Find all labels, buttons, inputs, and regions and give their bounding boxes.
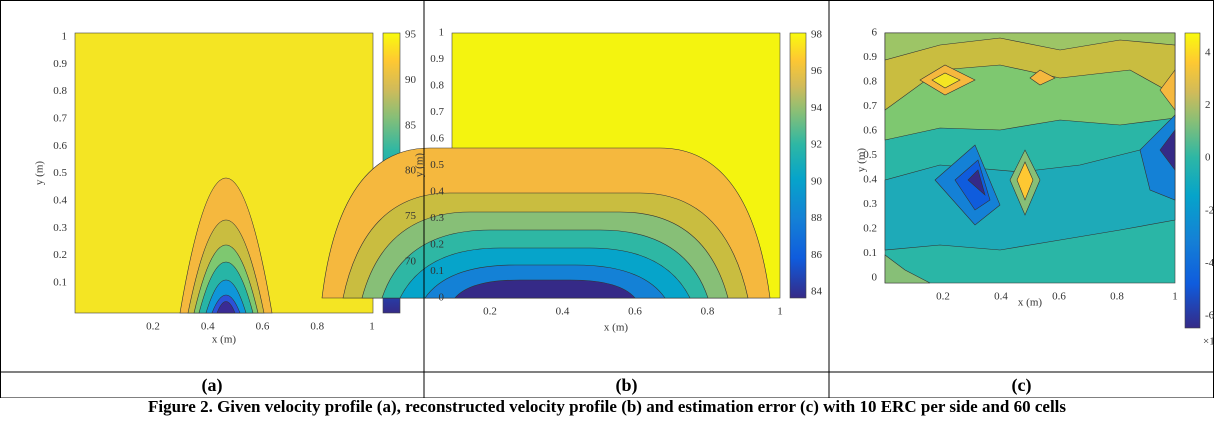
colorbar-tick-label: 2 — [1205, 99, 1211, 111]
x-tick-label: 0.8 — [701, 306, 715, 318]
x-tick-label: 1 — [1172, 291, 1178, 303]
colorbar-tick-label: 80 — [405, 165, 417, 177]
y-tick-label: 0 — [872, 272, 878, 284]
y-tick-label: 0.6 — [53, 140, 67, 152]
y-tick-label: 0.5 — [53, 167, 67, 179]
y-tick-label: 0.1 — [863, 247, 877, 259]
y-tick-label: 0.9 — [430, 53, 444, 65]
x-tick-label: 0.8 — [310, 321, 324, 333]
y-tick-label: 0.1 — [430, 265, 444, 277]
panel-label: (a) — [201, 375, 223, 395]
x-tick-label: 1 — [369, 321, 375, 333]
y-tick-label: 0.6 — [863, 125, 877, 137]
y-tick-label: 0.5 — [430, 159, 444, 171]
y-tick-label: 0.7 — [53, 113, 67, 125]
caption: Figure 2. Given velocity profile (a), re… — [147, 397, 1067, 416]
y-tick-label: 0.8 — [863, 76, 877, 88]
colorbar-tick-label: 85 — [405, 119, 417, 131]
x-tick-label: 0.2 — [936, 291, 950, 303]
y-tick-label: 0.2 — [863, 223, 877, 235]
colorbar-tick-label: 90 — [811, 175, 823, 187]
colorbar-tick-label: -4 — [1205, 257, 1214, 269]
y-tick-label: 0.3 — [53, 222, 67, 234]
x-tick-label: 0.6 — [628, 306, 642, 318]
colorbar-tick-label: 98 — [811, 29, 823, 41]
y-tick-label: 0.4 — [863, 174, 877, 186]
figure-panels: 0.2 0.4 0.6 0.8 1 0.1 0.2 0.3 0.4 0.5 0.6 0.7 0.8 0.9… — [0, 0, 1214, 398]
y-axis-label: y (m) — [414, 153, 426, 177]
colorbar-tick-label: 86 — [811, 249, 823, 261]
colorbar — [789, 32, 807, 299]
x-tick-label: 0.8 — [1110, 291, 1124, 303]
panel-label: (b) — [615, 375, 638, 395]
x-tick-label: 0.4 — [556, 306, 570, 318]
colorbar-tick-label: 88 — [811, 212, 823, 224]
colorbar-tick-label: 84 — [811, 286, 823, 298]
colorbar-tick-label: 94 — [811, 102, 823, 114]
y-tick-label: 1 — [62, 31, 68, 43]
y-tick-label: 0.2 — [53, 249, 67, 261]
y-tick-label: 0.5 — [863, 149, 877, 161]
colorbar-tick-label: -6 — [1205, 310, 1214, 322]
y-tick-label: 0.3 — [863, 198, 877, 210]
colorbar-tick-label: 4 — [1205, 47, 1211, 59]
y-axis-label: y (m) — [34, 161, 46, 185]
colorbar-tick-label: 96 — [811, 65, 823, 77]
colorbar-tick-label: -2 — [1205, 204, 1214, 216]
colorbar-tick-label: 90 — [405, 74, 417, 86]
y-tick-label: 0.7 — [863, 100, 877, 112]
x-tick-label: 0.2 — [146, 321, 160, 333]
y-tick-label: 0.7 — [430, 106, 444, 118]
y-tick-label: 0.6 — [430, 133, 444, 145]
contours — [321, 147, 771, 299]
x-tick-label: 0.4 — [994, 291, 1008, 303]
y-tick-label: 0.8 — [53, 85, 67, 97]
y-tick-label: 0.9 — [863, 51, 877, 63]
x-tick-label: 1 — [777, 306, 783, 318]
colorbar — [1184, 32, 1201, 329]
colorbar-tick-label: 75 — [405, 210, 417, 222]
y-tick-label: 0.3 — [430, 212, 444, 224]
panel-label: (c) — [1011, 375, 1032, 395]
y-tick-label: 0.4 — [53, 195, 67, 207]
x-tick-label: 0.6 — [1052, 291, 1066, 303]
contours — [179, 177, 273, 314]
x-axis-label: x (m) — [604, 322, 628, 334]
y-tick-label: 0 — [439, 292, 445, 304]
x-axis-label: x (m) — [1018, 297, 1042, 309]
colorbar-tick-label: 70 — [405, 256, 417, 268]
colorbar-tick-label: 95 — [405, 29, 417, 41]
x-tick-label: 0.4 — [201, 321, 215, 333]
y-axis-label: y (m) — [856, 148, 868, 172]
colorbar-tick-label: 0 — [1205, 152, 1211, 164]
y-tick-label: 0.9 — [53, 58, 67, 70]
colorbar-tick-label: 92 — [811, 139, 822, 151]
y-tick-label: 6 — [872, 27, 878, 39]
y-tick-label: 0.8 — [430, 80, 444, 92]
y-tick-label: 0.4 — [430, 186, 444, 198]
colorbar-multiplier: ×10 — [1203, 336, 1214, 348]
y-tick-label: 0.2 — [430, 239, 444, 251]
x-axis-label: x (m) — [212, 334, 236, 346]
x-tick-label: 0.2 — [483, 306, 497, 318]
y-tick-label: 1 — [439, 27, 445, 39]
contours — [884, 32, 1176, 284]
y-tick-label: 0.1 — [53, 277, 67, 289]
x-tick-label: 0.6 — [256, 321, 270, 333]
